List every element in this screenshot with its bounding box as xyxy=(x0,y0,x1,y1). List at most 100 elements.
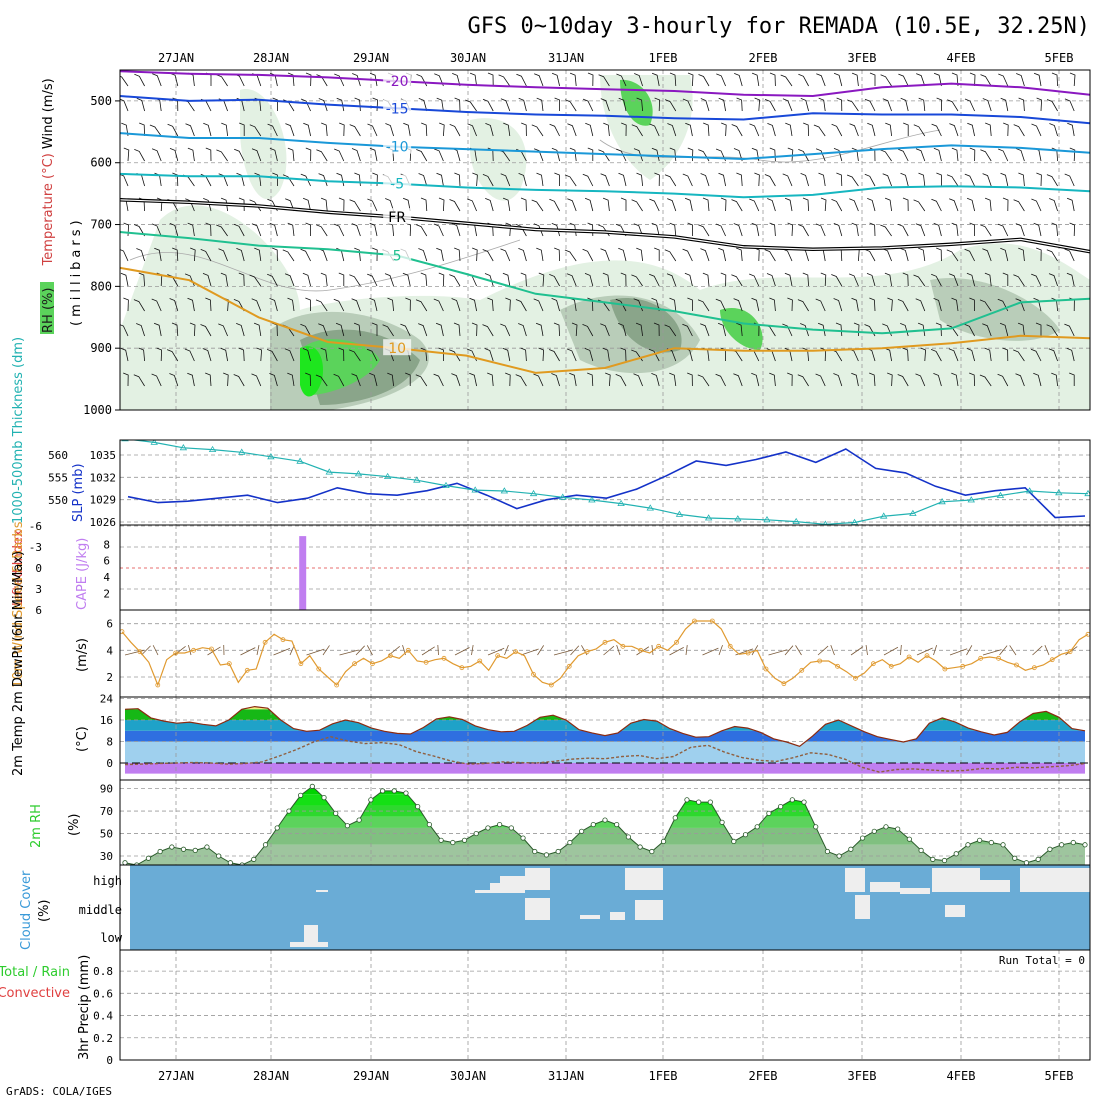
wind-barb xyxy=(687,147,694,162)
wind-barb xyxy=(269,373,278,387)
rh2m-panel: 90 70 50 30 2m RH (%) xyxy=(29,779,1091,866)
wind-barb xyxy=(915,373,926,387)
thickness-point xyxy=(208,445,217,452)
wind10m-barb xyxy=(454,647,470,656)
wind-barb xyxy=(1069,147,1076,162)
wind-barb xyxy=(123,372,129,387)
pressure-tick: 900 xyxy=(90,341,112,355)
rh2m-point xyxy=(567,839,573,846)
rh2m-point xyxy=(555,848,561,855)
wind-barb xyxy=(352,73,361,87)
wind-barb xyxy=(564,174,577,187)
wind-barb xyxy=(700,323,710,337)
wind-barb xyxy=(769,372,776,387)
wind-barb xyxy=(187,72,195,87)
rh2m-point xyxy=(298,792,304,798)
slp-tick: 1026 xyxy=(90,516,117,529)
rh-axis: 90 70 50 30 xyxy=(100,783,113,863)
wind-barb xyxy=(997,373,1009,387)
wind10m-point xyxy=(620,643,626,649)
wind10m-point xyxy=(441,655,447,661)
rh2m-point xyxy=(473,830,479,837)
wind-barb xyxy=(817,322,826,337)
wind-barb xyxy=(238,272,245,287)
rh-shading xyxy=(120,75,1090,410)
wind10m-barb xyxy=(718,644,723,656)
wind-barb xyxy=(602,197,610,212)
wind-barb xyxy=(1035,322,1042,336)
wind-barb xyxy=(134,73,145,87)
wind-barb xyxy=(767,123,776,137)
wind-barb xyxy=(272,247,278,262)
wind-barb xyxy=(267,123,278,137)
wind-barb xyxy=(633,148,643,162)
wind10m-barb xyxy=(207,646,221,656)
wind-barb xyxy=(1003,122,1009,137)
wind-barb xyxy=(582,98,594,112)
rh2m-point xyxy=(672,815,678,821)
wind-barb xyxy=(1002,272,1009,286)
temperature-contour-5 xyxy=(120,231,1090,335)
wind-barb xyxy=(751,297,760,312)
wind-barb xyxy=(338,197,345,212)
wind-barb xyxy=(631,199,643,212)
wind-barb xyxy=(734,73,743,87)
rh2m-point xyxy=(426,821,432,828)
wind-barb xyxy=(187,222,195,237)
wind-barb xyxy=(534,73,544,87)
wind-barb xyxy=(833,298,843,312)
temp-unit: (°C) xyxy=(75,726,90,752)
wind-barb xyxy=(202,348,212,362)
wind-barb xyxy=(998,148,1009,162)
wind-barb xyxy=(151,298,162,312)
rh2m-point xyxy=(321,795,327,801)
rh2m-point xyxy=(930,856,936,862)
wind-barb xyxy=(451,298,461,312)
wind-barb xyxy=(1017,322,1025,337)
rh2m-point xyxy=(485,825,491,831)
thickness-point xyxy=(588,496,596,503)
wind-barb xyxy=(631,124,643,137)
wind-barb xyxy=(784,272,793,287)
wind-barb xyxy=(333,223,345,237)
wind-barb xyxy=(702,272,710,287)
wind-barb xyxy=(133,224,145,237)
rh2m-point xyxy=(450,839,456,846)
wind-barb xyxy=(533,373,544,387)
wind-barb xyxy=(189,322,196,337)
wind-barb xyxy=(780,74,793,87)
wind-barb xyxy=(531,199,544,212)
rh2m-point xyxy=(789,797,795,803)
wind-barb xyxy=(369,72,378,87)
wind-barb xyxy=(749,198,760,212)
wind-barb xyxy=(303,122,311,137)
wind-barb xyxy=(553,322,560,337)
rh2m-point xyxy=(684,797,690,803)
top-date-label: 31JAN xyxy=(548,51,584,65)
wind10m-point xyxy=(978,655,984,661)
rh2m-point xyxy=(941,857,948,864)
wind-barb xyxy=(335,322,345,337)
wind-barb xyxy=(800,323,809,337)
wind10m-point xyxy=(334,682,340,688)
rh2m-point xyxy=(719,819,725,825)
wind10m-barb xyxy=(487,647,505,656)
wind10m-point xyxy=(799,667,805,673)
wind-barb xyxy=(169,72,179,87)
wind-barb xyxy=(249,124,262,137)
wind-barb xyxy=(234,73,245,87)
wind-barb xyxy=(172,247,179,262)
wind10m-barb xyxy=(553,649,574,656)
rh2m-point xyxy=(801,799,807,805)
wind-barb xyxy=(736,97,743,112)
wind10m-barb xyxy=(817,645,829,656)
wind-barb xyxy=(372,172,378,187)
wind-barb xyxy=(1018,97,1025,112)
wind-barb xyxy=(587,147,594,161)
wind10m-point xyxy=(906,654,912,660)
pressure-tick: 700 xyxy=(90,218,112,232)
wind-barb xyxy=(467,198,477,212)
wind-barb xyxy=(687,222,694,237)
rh-shade-area xyxy=(610,298,682,353)
wind10m-point xyxy=(638,647,644,653)
